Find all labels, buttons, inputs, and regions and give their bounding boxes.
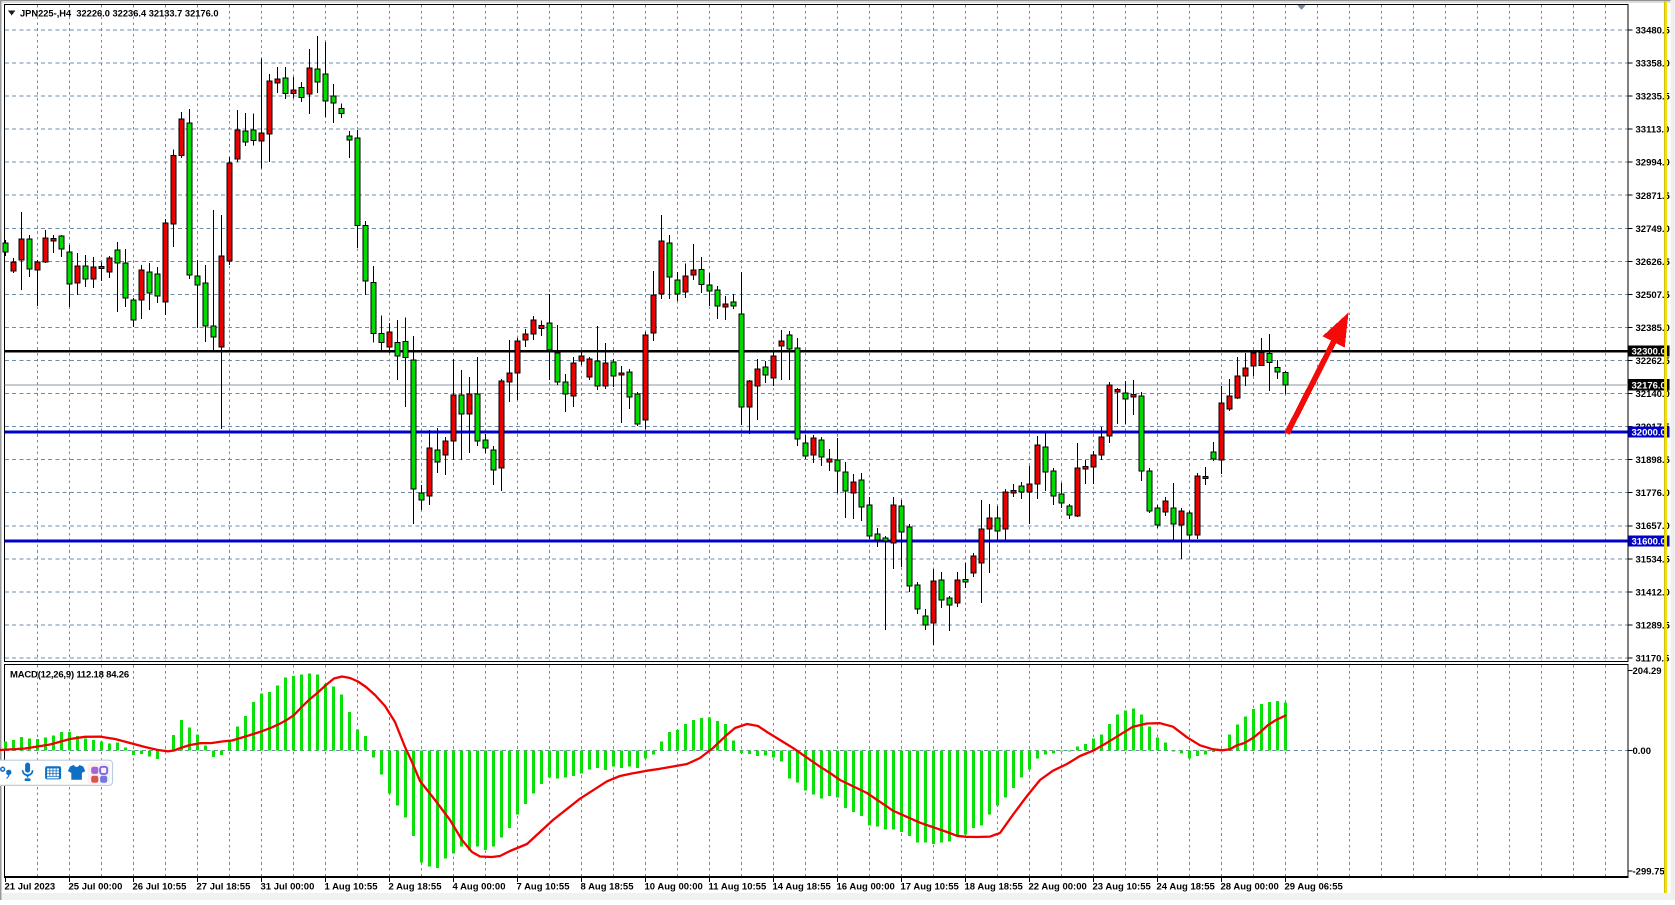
svg-text:17 Aug 10:55: 17 Aug 10:55 — [901, 882, 960, 893]
svg-text:204.29: 204.29 — [1633, 666, 1662, 677]
svg-text:-299.75: -299.75 — [1633, 867, 1666, 878]
svg-text:29 Aug 06:55: 29 Aug 06:55 — [1285, 882, 1344, 893]
svg-text:26 Jul 10:55: 26 Jul 10:55 — [133, 882, 188, 893]
svg-text:23 Aug 10:55: 23 Aug 10:55 — [1093, 882, 1152, 893]
svg-text:11 Aug 10:55: 11 Aug 10:55 — [709, 882, 767, 893]
svg-text:18 Aug 18:55: 18 Aug 18:55 — [965, 882, 1024, 893]
svg-text:32000.0: 32000.0 — [1632, 428, 1666, 439]
svg-text:31600.0: 31600.0 — [1632, 537, 1666, 548]
svg-text:28 Aug 00:00: 28 Aug 00:00 — [1221, 882, 1279, 893]
svg-text:10 Aug 00:00: 10 Aug 00:00 — [645, 882, 703, 893]
svg-text:27 Jul 18:55: 27 Jul 18:55 — [197, 882, 252, 893]
svg-text:32300.0: 32300.0 — [1632, 347, 1666, 358]
svg-text:22 Aug 00:00: 22 Aug 00:00 — [1029, 882, 1087, 893]
svg-text:0.00: 0.00 — [1633, 746, 1652, 757]
svg-text:8 Aug 18:55: 8 Aug 18:55 — [581, 882, 635, 893]
svg-text:25 Jul 00:00: 25 Jul 00:00 — [69, 882, 123, 893]
svg-text:7 Aug 10:55: 7 Aug 10:55 — [517, 882, 571, 893]
svg-text:16 Aug 00:00: 16 Aug 00:00 — [837, 882, 895, 893]
svg-text:21 Jul 2023: 21 Jul 2023 — [5, 882, 56, 893]
svg-text:14 Aug 18:55: 14 Aug 18:55 — [773, 882, 832, 893]
svg-text:1 Aug 10:55: 1 Aug 10:55 — [325, 882, 379, 893]
svg-text:MACD(12,26,9) 112.18 84.26: MACD(12,26,9) 112.18 84.26 — [10, 669, 129, 680]
svg-text:31 Jul 00:00: 31 Jul 00:00 — [261, 882, 315, 893]
svg-text:32176.0: 32176.0 — [1632, 380, 1666, 391]
svg-text:24 Aug 18:55: 24 Aug 18:55 — [1157, 882, 1216, 893]
svg-text:4 Aug 00:00: 4 Aug 00:00 — [453, 882, 506, 893]
svg-text:2 Aug 18:55: 2 Aug 18:55 — [389, 882, 443, 893]
svg-text:JPN225-,H4 32226.0 32236.4 32: JPN225-,H4 32226.0 32236.4 32133.7 32176… — [20, 9, 219, 19]
